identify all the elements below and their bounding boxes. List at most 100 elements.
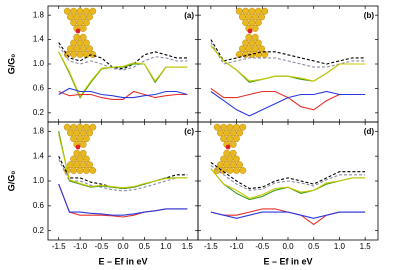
- gold-atom: [73, 33, 81, 41]
- panel-label: (a): [184, 11, 194, 20]
- gold-atom: [67, 129, 74, 137]
- molecule-icon: [63, 7, 97, 58]
- gold-atom: [70, 19, 78, 27]
- gold-atom: [226, 155, 234, 163]
- panel-label: (d): [364, 127, 375, 136]
- gold-atom: [83, 39, 90, 47]
- y-tick-label: 1.4: [33, 151, 45, 160]
- y-tick-label: 0.2: [33, 108, 45, 117]
- gold-atom: [232, 167, 240, 174]
- gold-atom: [86, 45, 94, 53]
- gold-atom: [79, 141, 87, 148]
- gold-atom: [73, 13, 81, 21]
- gold-atom: [83, 123, 90, 131]
- x-tick-label: 1.0: [160, 242, 172, 251]
- x-tick-label: 0.5: [139, 242, 151, 251]
- x-tick-label: 1.5: [360, 242, 372, 251]
- gold-atom: [248, 39, 256, 47]
- gold-atom: [251, 45, 259, 53]
- series-line: [210, 90, 366, 117]
- series-line: [58, 87, 188, 99]
- gold-atom: [248, 19, 256, 27]
- series-line: [210, 161, 366, 190]
- gold-atom: [63, 123, 71, 131]
- y-tick-label: 1.8: [33, 10, 45, 19]
- gold-atom: [79, 45, 87, 53]
- gold-atom: [216, 161, 224, 169]
- gold-atom: [70, 123, 78, 131]
- y-tick-label: 1.0: [33, 59, 45, 68]
- x-tick-label: -1.0: [230, 242, 244, 251]
- molecule-atom: [75, 144, 81, 150]
- panel-label: (b): [364, 11, 375, 20]
- y-tick-label: 1.4: [33, 35, 45, 44]
- gold-atom: [238, 13, 246, 21]
- gold-atom: [76, 135, 84, 143]
- gold-atom: [242, 39, 250, 47]
- series-line: [210, 208, 366, 226]
- gold-atom: [73, 161, 81, 169]
- gold-atom: [216, 129, 224, 137]
- gold-atom: [70, 51, 78, 58]
- gold-atom: [229, 161, 237, 169]
- gold-atom: [226, 167, 234, 174]
- gold-atom: [258, 13, 265, 21]
- gold-atom: [70, 167, 78, 174]
- gold-atom: [242, 7, 250, 15]
- gold-atom: [83, 7, 90, 15]
- y-axis-label: G/G₀: [6, 171, 16, 192]
- gold-atom: [236, 161, 244, 169]
- gold-atom: [251, 33, 259, 41]
- x-tick-label: -1.5: [52, 242, 66, 251]
- series-line: [58, 134, 188, 189]
- gold-atom: [239, 167, 247, 174]
- gold-atom: [223, 149, 231, 157]
- gold-atom: [89, 123, 97, 131]
- gold-atom: [67, 13, 74, 21]
- series-line: [58, 51, 188, 98]
- gold-atom: [232, 135, 240, 143]
- x-tick-label: -1.0: [73, 242, 87, 251]
- gold-atom: [242, 19, 250, 27]
- series-line: [58, 183, 188, 216]
- series-line: [58, 90, 188, 100]
- gold-atom: [251, 25, 259, 32]
- gold-atom: [70, 39, 78, 47]
- gold-atom: [79, 149, 87, 157]
- gold-atom: [248, 7, 256, 15]
- gold-atom: [254, 19, 262, 27]
- gold-atom: [261, 7, 269, 15]
- gold-atom: [245, 45, 253, 53]
- gold-atom: [73, 45, 81, 53]
- gold-atom: [251, 13, 259, 21]
- gold-atom: [76, 7, 84, 15]
- gold-atom: [258, 45, 265, 53]
- molecule-icon: [63, 123, 97, 174]
- gold-atom: [239, 123, 247, 131]
- series-line: [210, 87, 366, 111]
- gold-atom: [79, 13, 87, 21]
- gold-atom: [76, 155, 84, 163]
- gold-atom: [245, 33, 253, 41]
- series-line: [210, 39, 366, 65]
- gold-atom: [83, 167, 90, 174]
- gold-atom: [232, 123, 240, 131]
- gold-atom: [245, 13, 253, 21]
- x-tick-label: 1.5: [182, 242, 194, 251]
- y-tick-label: 1.8: [33, 126, 45, 135]
- gold-atom: [254, 7, 262, 15]
- gold-atom: [73, 129, 81, 137]
- series-line: [58, 45, 188, 71]
- gold-atom: [229, 129, 237, 137]
- x-axis-label: E – Ef in eV: [98, 256, 147, 266]
- gold-atom: [89, 167, 97, 174]
- gold-atom: [89, 7, 97, 15]
- gold-atom: [79, 129, 87, 137]
- gold-atom: [86, 13, 94, 21]
- y-tick-label: 0.6: [33, 201, 45, 210]
- x-tick-label: 0.0: [117, 242, 129, 251]
- x-tick-label: -0.5: [95, 242, 109, 251]
- series-line: [210, 45, 366, 82]
- x-axis-label: E – Ef in eV: [263, 256, 312, 266]
